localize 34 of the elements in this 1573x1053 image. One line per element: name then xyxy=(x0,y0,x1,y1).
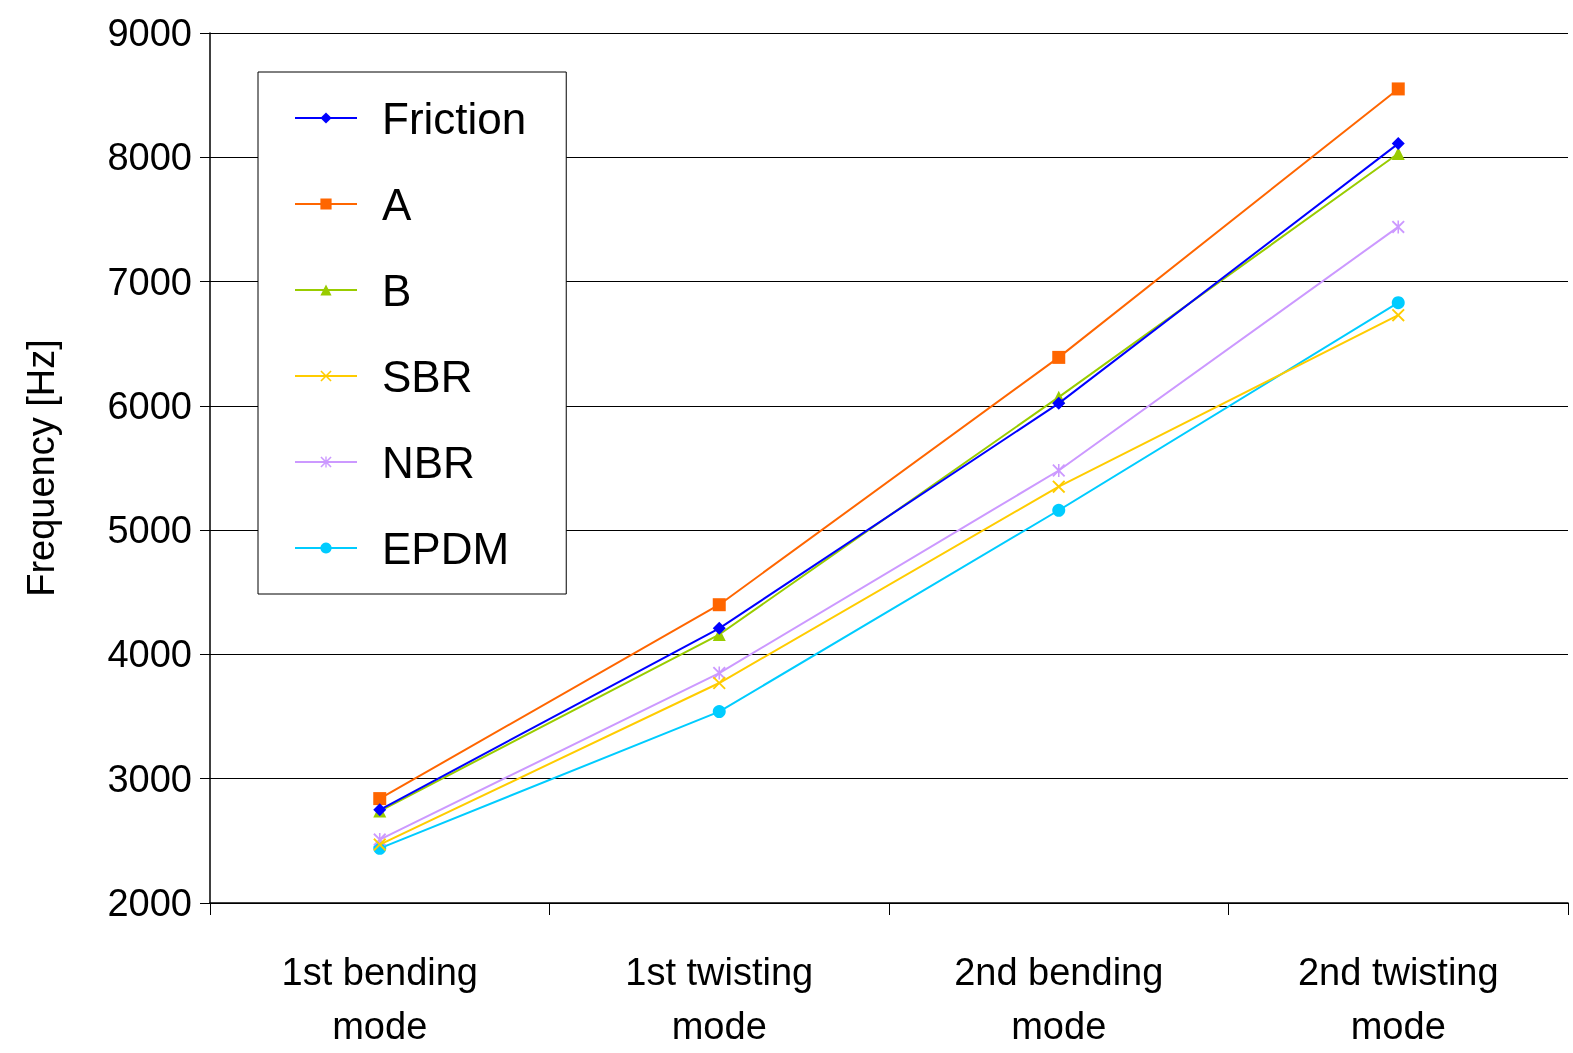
x-tick-label: 2nd twisting mode xyxy=(1297,951,1499,1047)
y-tick-label: 7000 xyxy=(107,260,192,303)
point xyxy=(1052,503,1066,517)
point xyxy=(1052,396,1066,410)
point xyxy=(1391,82,1405,96)
point xyxy=(712,705,726,719)
legend-label: A xyxy=(382,179,412,229)
y-tick-label: 5000 xyxy=(107,509,192,552)
x-tick-label: 1st twisting mode xyxy=(625,951,814,1047)
point xyxy=(1052,350,1066,364)
point xyxy=(1391,220,1405,234)
y-tick-label: 4000 xyxy=(107,633,192,676)
y-axis-title: Frequency [Hz] xyxy=(20,339,62,597)
point xyxy=(712,676,726,690)
y-tick-label: 6000 xyxy=(107,384,192,427)
point xyxy=(1391,137,1405,151)
x-tick-label: 2nd bending mode xyxy=(954,951,1164,1047)
legend-label: EPDM xyxy=(382,523,510,573)
point xyxy=(1052,480,1066,494)
point xyxy=(1391,308,1405,322)
y-tick-label: 9000 xyxy=(107,12,192,54)
legend-label: NBR xyxy=(382,437,475,487)
y-tick-label: 8000 xyxy=(107,136,192,179)
point xyxy=(1052,463,1066,477)
y-tick-label: 2000 xyxy=(107,882,192,924)
point xyxy=(712,598,726,612)
point xyxy=(373,792,387,806)
legend-label: Friction xyxy=(382,93,527,143)
x-tick-label: 1st bending mode xyxy=(281,951,478,1047)
legend-label: SBR xyxy=(382,351,473,401)
y-tick-label: 3000 xyxy=(107,757,192,800)
point xyxy=(1391,296,1405,310)
legend-label: B xyxy=(382,265,412,315)
point xyxy=(712,621,726,635)
